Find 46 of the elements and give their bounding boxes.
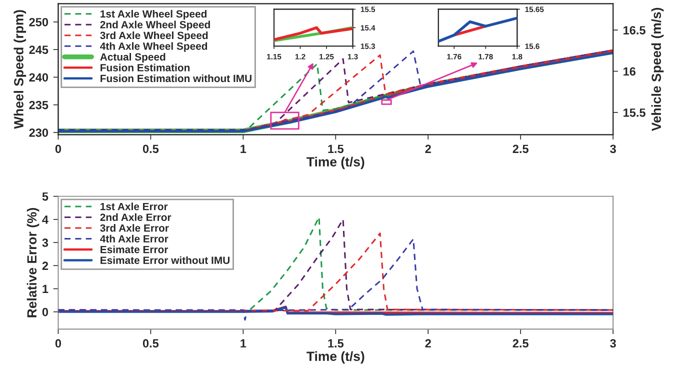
x-tick-label: 1 xyxy=(240,144,246,153)
legend-label: 2nd Axle Error xyxy=(100,213,172,221)
y-tick-label: 250 xyxy=(29,18,48,26)
y-axis-title: Relative Error (%) xyxy=(26,208,40,318)
x-tick-label: 3 xyxy=(610,339,616,348)
legend-label: 4th Axle Error xyxy=(100,234,168,242)
y-tick-label: 3 xyxy=(42,238,48,247)
y-tick-label: 245 xyxy=(29,46,48,54)
y-tick-label: 1 xyxy=(42,284,48,293)
legend-label: 1st Axle Error xyxy=(100,202,168,210)
legend-label: 2nd Axle Wheel Speed xyxy=(100,20,210,30)
y-tick-label: 2 xyxy=(42,262,48,270)
legend-label: Actual Speed xyxy=(100,52,166,63)
y-tick-label: 235 xyxy=(29,100,48,110)
x-tick-label: 0.5 xyxy=(142,339,159,348)
y-tick-label: 5 xyxy=(42,192,48,201)
x-tick-label: 1 xyxy=(240,339,246,348)
legend-label: Fusion Estimation without IMU xyxy=(100,74,252,82)
x-tick-label: 1.5 xyxy=(328,144,344,154)
y2-tick-label: 15.5 xyxy=(624,108,646,117)
legend-label: 4th Axle Wheel Speed xyxy=(100,42,208,52)
x-axis-title: Time (t/s) xyxy=(306,351,364,364)
legend-label: 1st Axle Wheel Speed xyxy=(100,10,206,20)
x-tick-label: 3 xyxy=(610,144,616,154)
legend-label: Fusion Estimation xyxy=(100,64,190,72)
x-tick-label: 2.5 xyxy=(512,339,528,348)
y-tick-label: 4 xyxy=(42,216,48,224)
legend-label: Esimate Error xyxy=(100,246,168,254)
y-tick-label: 0 xyxy=(42,308,48,316)
y-axis-title: Wheel Speed (rpm) xyxy=(14,10,26,129)
y2-axis-title: Vehicle Speed (m/s) xyxy=(651,8,664,132)
y2-tick-label: 16 xyxy=(624,67,636,76)
x-axis-title: Time (t/s) xyxy=(306,156,364,170)
x-tick-label: 0.5 xyxy=(142,144,159,154)
x-tick-label: 0 xyxy=(55,339,62,348)
x-tick-label: 2.5 xyxy=(512,144,528,154)
legend-label: 3rd Axle Error xyxy=(100,224,169,232)
x-tick-label: 0 xyxy=(55,144,62,154)
y-tick-label: 240 xyxy=(29,73,48,82)
y-tick-label: 230 xyxy=(29,128,48,137)
x-tick-label: 2 xyxy=(425,144,431,153)
legend-label: 3rd Axle Wheel Speed xyxy=(100,31,208,42)
legend-label: Esimate Error without IMU xyxy=(100,256,230,264)
y2-tick-label: 16.5 xyxy=(624,26,646,34)
x-tick-label: 1.5 xyxy=(328,339,344,348)
x-tick-label: 2 xyxy=(425,339,431,348)
